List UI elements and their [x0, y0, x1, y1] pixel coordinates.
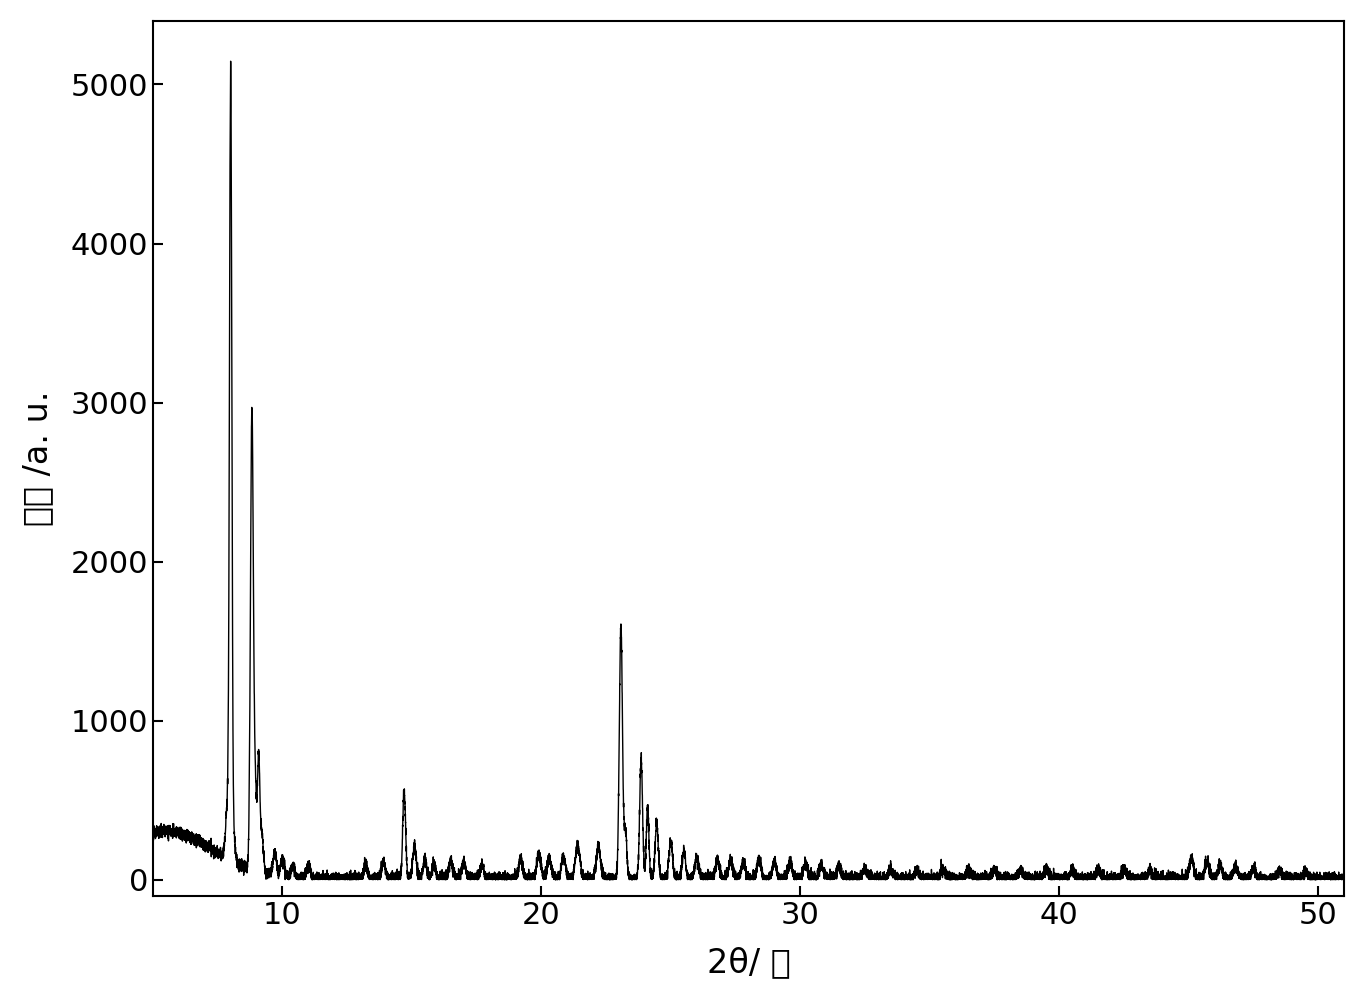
- X-axis label: 2θ/ 度: 2θ/ 度: [707, 946, 790, 979]
- Y-axis label: 强度 /a. u.: 强度 /a. u.: [20, 390, 53, 526]
